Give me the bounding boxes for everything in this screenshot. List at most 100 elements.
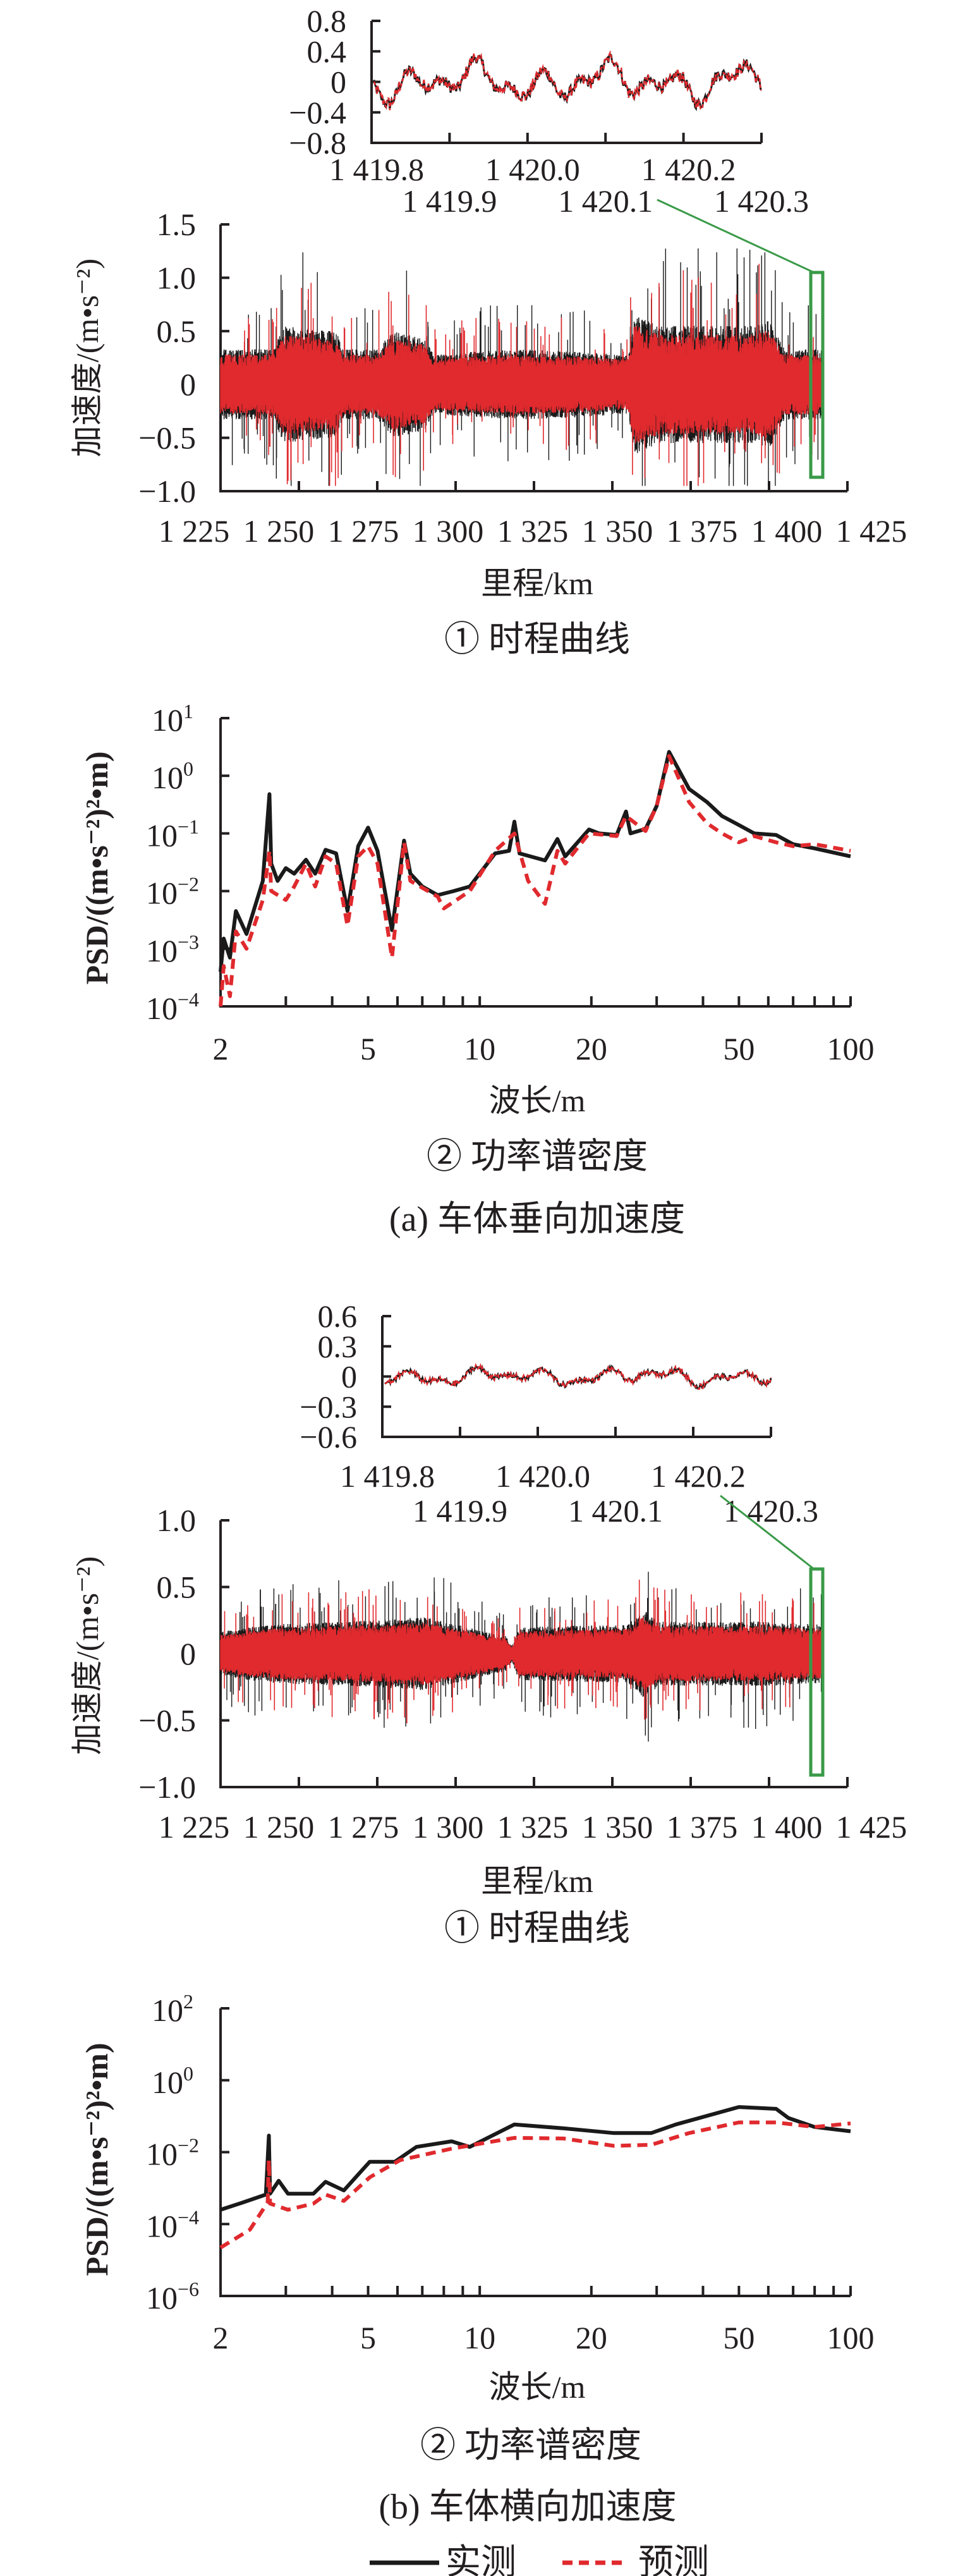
x-axis-label: 波长/m	[489, 2369, 586, 2405]
series-measured-line	[220, 2105, 851, 2212]
y-tick-label: 0	[180, 367, 196, 402]
x-tick-label: 1 419.8	[340, 1458, 435, 1494]
caption-a-psd: ② 功率谱密度	[427, 1137, 648, 1176]
x-tick-label: 100	[827, 1031, 875, 1066]
y-tick-exponent: 0	[183, 2062, 193, 2085]
y-tick-label: −0.5	[138, 1703, 196, 1738]
y-tick-label: 0.4	[307, 34, 347, 69]
y-tick-exponent: −4	[178, 2206, 199, 2228]
zoom-connector-line	[657, 198, 815, 274]
y-tick-label: 10−2	[146, 2134, 199, 2172]
y-tick-label: −0.4	[289, 95, 346, 130]
y-tick-label: 0	[330, 64, 346, 100]
x-tick-label: 2	[213, 1031, 229, 1066]
y-tick-label: 1.0	[157, 260, 197, 295]
x-tick-label: 50	[723, 2320, 755, 2355]
caption-a-time-history: ① 时程曲线	[444, 620, 630, 659]
zoom-window-box	[809, 271, 825, 479]
legend-measured-label: 实测	[446, 2543, 516, 2576]
x-tick-label: 1 325	[497, 513, 569, 549]
x-tick-label: 1 325	[497, 1809, 569, 1845]
axes	[370, 21, 761, 144]
y-axis-label: PSD/((m•s⁻²)²•m)	[79, 2042, 114, 2276]
y-tick-label: 10−3	[146, 931, 199, 968]
series-predicted-line	[373, 50, 762, 111]
x-tick-label: 1 400	[751, 513, 823, 549]
y-tick-label: −1.0	[138, 1769, 196, 1805]
caption-panel-a: (a) 车体垂向加速度	[389, 1200, 685, 1239]
y-tick-label: 10−1	[146, 815, 199, 853]
x-tick-label: 1 275	[328, 1809, 399, 1845]
y-tick-exponent: −6	[178, 2278, 199, 2300]
x-tick-label: 1 420.1	[568, 1493, 663, 1529]
x-tick-label: 1 425	[836, 513, 907, 549]
x-tick-label: 1 419.9	[413, 1493, 507, 1529]
x-tick-label: 1 419.9	[402, 183, 497, 219]
x-axis-label: 里程/km	[481, 566, 593, 601]
x-axis-label: 波长/m	[489, 1083, 586, 1118]
y-tick-label: 100	[152, 757, 193, 795]
y-tick-exponent: −2	[178, 873, 199, 896]
x-tick-label: 1 225	[159, 513, 230, 549]
y-tick-label: 0.3	[318, 1329, 358, 1364]
x-tick-label: 5	[360, 1031, 376, 1066]
y-tick-exponent: −4	[178, 988, 199, 1011]
x-tick-label: 1 300	[413, 1809, 484, 1845]
x-axis-label: 里程/km	[481, 1864, 593, 1899]
x-tick-label: 1 420.0	[485, 152, 580, 187]
x-tick-label: 20	[576, 2320, 607, 2355]
y-axis-label: 加速度/(m•s⁻²)	[70, 1556, 105, 1755]
y-tick-exponent: −3	[178, 931, 199, 953]
x-tick-label: 1 420.3	[714, 183, 809, 219]
y-tick-label: 1.5	[157, 207, 197, 242]
y-tick-label: 0.8	[307, 3, 347, 39]
series-predicted-line	[384, 1362, 772, 1390]
x-tick-label: 1 420.0	[495, 1458, 590, 1494]
y-tick-label: 0	[341, 1359, 357, 1395]
zoom-connector-line	[720, 1494, 815, 1570]
y-tick-exponent: 1	[183, 700, 193, 723]
y-tick-label: −0.8	[289, 125, 346, 161]
x-tick-label: 1 300	[413, 513, 484, 549]
y-tick-label: 1.0	[157, 1503, 197, 1538]
x-tick-label: 1 420.2	[651, 1458, 746, 1494]
series-predicted-band	[220, 1579, 823, 1724]
y-tick-label: 10−2	[146, 873, 199, 911]
caption-panel-b: (b) 车体横向加速度	[379, 2487, 676, 2527]
x-tick-label: 1 350	[582, 1809, 653, 1845]
y-tick-exponent: −1	[178, 815, 199, 838]
y-tick-label: 0.5	[157, 1570, 197, 1605]
y-tick-exponent: 0	[183, 757, 193, 780]
legend-predicted-label: 预测	[638, 2543, 709, 2576]
chart-a-time-history: 1.5 1.0 0.5 0 −0.5 −1.0 1 225 1 250 1 275 1 300 1 …	[70, 198, 907, 601]
x-tick-label: 1 275	[328, 513, 399, 549]
y-tick-exponent: 2	[183, 1990, 193, 2013]
x-tick-label: 1 420.3	[724, 1493, 818, 1529]
x-tick-label: 100	[827, 2320, 875, 2355]
y-tick-label: −1.0	[138, 473, 196, 509]
series-predicted-line	[219, 2120, 851, 2250]
x-tick-label: 1 375	[667, 1809, 738, 1845]
y-tick-label: 10−6	[146, 2278, 199, 2316]
y-tick-label: 100	[152, 2062, 193, 2100]
y-tick-label: −0.6	[300, 1419, 357, 1455]
y-tick-exponent: −2	[178, 2134, 199, 2157]
x-tick-label: 2	[213, 2320, 229, 2355]
x-tick-label: 5	[360, 2320, 376, 2355]
y-tick-label: 0	[180, 1636, 196, 1671]
chart-a-inset: 0.80.40−0.4−0.81 419.81 419.91 420.01 42…	[289, 3, 809, 219]
y-axis-label: 加速度/(m•s⁻²)	[70, 259, 105, 457]
x-tick-label: 50	[723, 1031, 755, 1066]
y-tick-label: 0.5	[157, 314, 197, 349]
x-tick-label: 20	[576, 1031, 607, 1066]
series-predicted-line	[219, 754, 851, 1007]
chart-b-inset: 0.60.30−0.3−0.61 419.81 419.91 420.01 42…	[300, 1298, 818, 1529]
axes	[219, 718, 851, 1008]
y-tick-label: 101	[152, 700, 193, 738]
x-tick-label: 10	[464, 2320, 495, 2355]
x-tick-label: 1 250	[243, 1809, 315, 1845]
chart-b-time-history: 1.0 0.5 0 −0.5 −1.0 1 225 1 250 1 275 1 300 1 325…	[70, 1494, 907, 1899]
